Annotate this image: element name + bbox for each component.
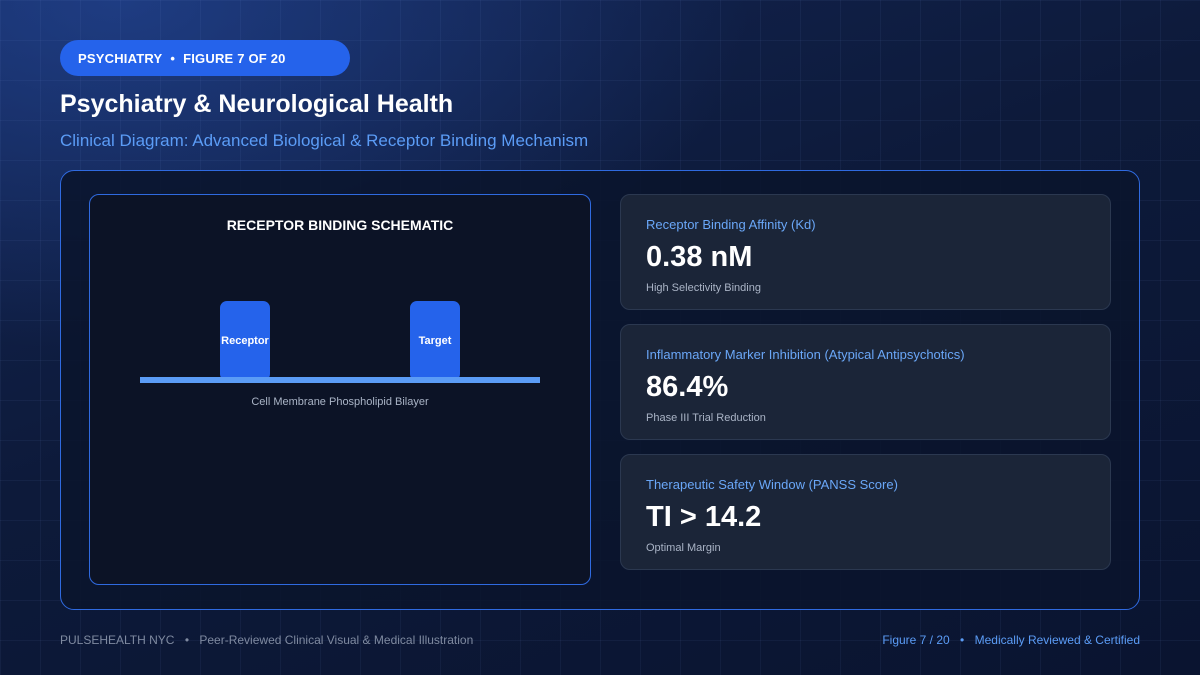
metric-card-safety-window: Therapeutic Safety Window (PANSS Score) … [620,454,1111,570]
footer-separator-right: • [960,633,965,647]
footer-brand-line: PULSEHEALTH NYC • Peer-Reviewed Clinical… [60,633,473,647]
receptor-schematic-panel: RECEPTOR BINDING SCHEMATIC Receptor Targ… [89,194,591,585]
metric-note: High Selectivity Binding [646,282,761,294]
badge-figure: FIGURE 7 OF 20 [183,50,286,66]
cell-membrane-line [140,377,540,383]
footer-separator: • [184,633,190,647]
metric-note: Phase III Trial Reduction [646,412,766,424]
metric-label: Receptor Binding Affinity (Kd) [646,217,816,232]
page-subtitle: Clinical Diagram: Advanced Biological & … [60,131,589,150]
footer-figure: Figure 7 / 20 [882,633,950,647]
badge-separator: • [170,50,176,66]
schematic-title: RECEPTOR BINDING SCHEMATIC [226,217,454,233]
footer-brand: PULSEHEALTH NYC [60,633,175,647]
metric-card-binding-affinity: Receptor Binding Affinity (Kd) 0.38 nM H… [620,194,1111,310]
metric-value: 86.4% [646,371,729,403]
footer-figure-line: Figure 7 / 20 • Medically Reviewed & Cer… [882,633,1140,647]
metric-note: Optimal Margin [646,542,721,554]
metric-value: 0.38 nM [646,241,753,273]
target-block: Target [410,301,460,381]
page-title: Psychiatry & Neurological Health [60,90,454,118]
metric-label: Therapeutic Safety Window (PANSS Score) [646,477,898,492]
footer-certification: Medically Reviewed & Certified [974,633,1140,647]
metric-value: TI > 14.2 [646,501,762,533]
footer-tagline: Peer-Reviewed Clinical Visual & Medical … [199,633,474,647]
metric-label: Inflammatory Marker Inhibition (Atypical… [646,347,965,362]
receptor-label: Receptor [221,335,269,347]
figure-badge: PSYCHIATRY • FIGURE 7 OF 20 [60,40,350,76]
badge-section: PSYCHIATRY [78,50,163,66]
receptor-block: Receptor [220,301,270,381]
membrane-label: Cell Membrane Phospholipid Bilayer [251,396,429,408]
target-label: Target [418,335,452,347]
metric-card-marker-inhibition: Inflammatory Marker Inhibition (Atypical… [620,324,1111,440]
